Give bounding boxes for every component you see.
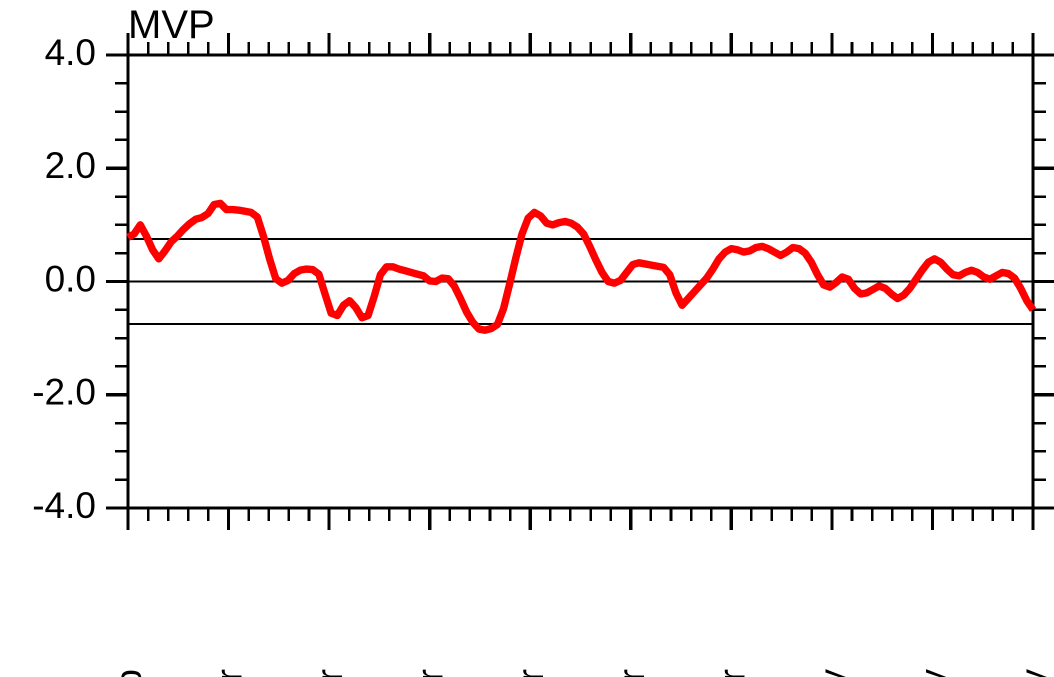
x-tick-label: 8 Mar [209,669,250,677]
chart-title: MVP [128,3,215,47]
x-tick-label: 26 Feb [108,669,149,677]
x-tick-label: 7 May [812,669,853,677]
x-axis-ticks-group [126,33,1035,530]
y-tick-label: 4.0 [45,32,96,73]
x-tick-label: 28 Mar [410,669,451,677]
y-tick-label: -2.0 [32,372,96,413]
y-tick-label: 2.0 [45,145,96,186]
chart-title-group: MVP [128,3,215,47]
x-tick-label: 7 Apr [510,669,551,677]
x-tick-label: 17 Apr [611,669,652,677]
y-tick-label: -4.0 [32,485,96,526]
x-axis-tick-labels-group: 26 Feb 8 Mar 18 Mar 28 Mar 7 Apr 17 Apr 27 Apr… [108,669,1054,677]
y-axis-tick-labels-group: 4.0 2.0 0.0 -2.0 -4.0 [32,32,96,526]
y-tick-label: 0.0 [45,258,96,299]
x-tick-label: 27 May [1013,669,1054,677]
data-series-group [126,199,1037,334]
series-line-mvp [126,199,1037,334]
y-axis-ticks-group [106,53,1054,510]
x-tick-label: 17 May [912,669,953,677]
reference-lines-group [128,237,1033,326]
x-tick-label: 18 Mar [309,669,350,677]
x-tick-label: 27 Apr [711,669,752,677]
